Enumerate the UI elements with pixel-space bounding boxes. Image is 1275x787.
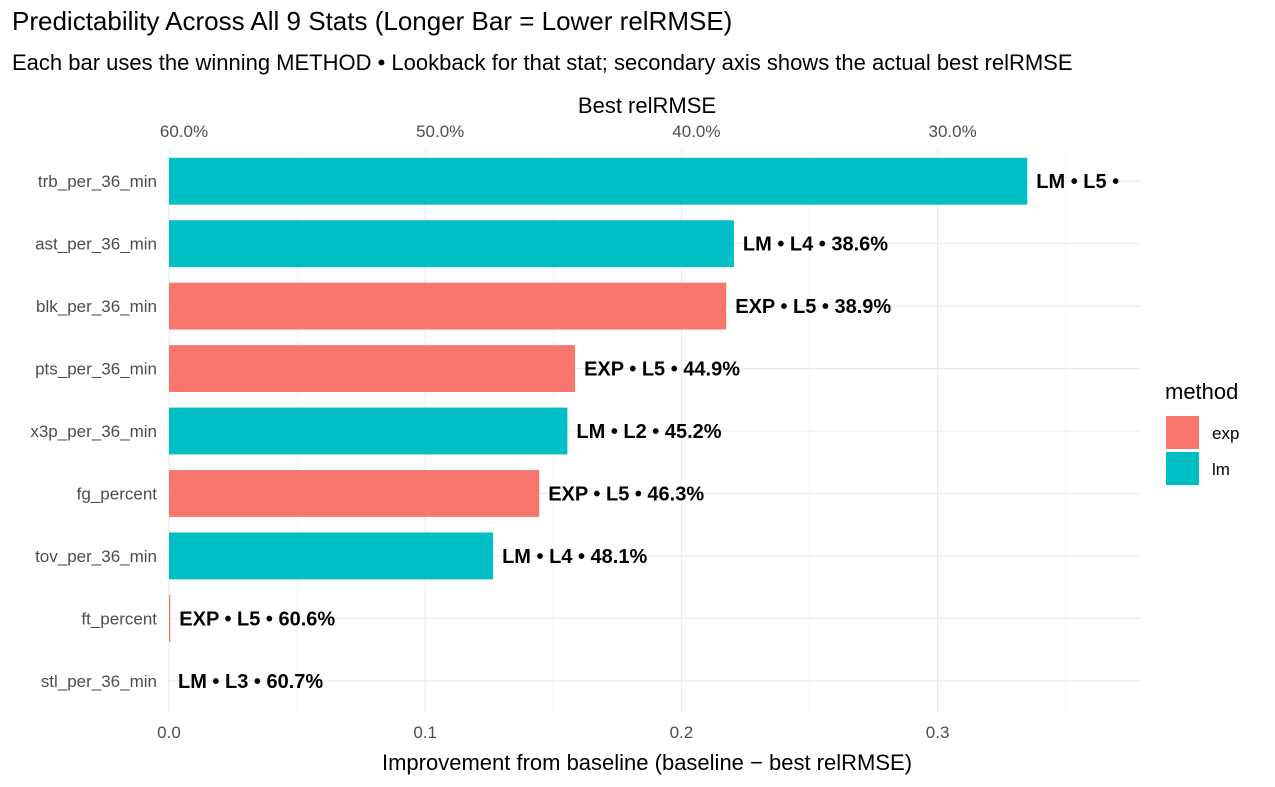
secondary-axis-title: Best relRMSE [578, 93, 716, 118]
bar-label-stl_per_36_min: LM • L3 • 60.7% [178, 671, 323, 693]
bar-blk_per_36_min [169, 282, 727, 330]
chart-title: Predictability Across All 9 Stats (Longe… [12, 6, 733, 36]
secondary-tick-label: 40.0% [672, 122, 720, 141]
bars [169, 157, 1028, 642]
bar-trb_per_36_min [169, 157, 1028, 205]
category-label-ft_percent: ft_percent [81, 609, 157, 628]
category-label-x3p_per_36_min: x3p_per_36_min [30, 422, 157, 441]
legend: method exp lm [1165, 379, 1239, 485]
secondary-tick-label: 50.0% [416, 122, 464, 141]
legend-key-lm [1166, 452, 1199, 485]
category-label-stl_per_36_min: stl_per_36_min [41, 672, 157, 691]
bar-tov_per_36_min [169, 532, 494, 580]
category-label-blk_per_36_min: blk_per_36_min [36, 297, 157, 316]
legend-label-exp: exp [1212, 424, 1239, 443]
bar-label-ft_percent: EXP • L5 • 60.6% [179, 608, 335, 630]
x-tick-label: 0.0 [157, 723, 181, 742]
category-label-ast_per_36_min: ast_per_36_min [35, 235, 157, 254]
bar-label-ast_per_36_min: LM • L4 • 38.6% [743, 234, 888, 256]
bar-label-fg_percent: EXP • L5 • 46.3% [548, 483, 704, 505]
category-label-trb_per_36_min: trb_per_36_min [38, 172, 157, 191]
category-axis: trb_per_36_min ast_per_36_min blk_per_36_m… [30, 172, 157, 691]
bar-label-blk_per_36_min: EXP • L5 • 38.9% [735, 296, 891, 318]
legend-title: method [1165, 379, 1238, 404]
category-label-tov_per_36_min: tov_per_36_min [35, 547, 157, 566]
legend-label-lm: lm [1212, 460, 1230, 479]
bar-label-x3p_per_36_min: LM • L2 • 45.2% [576, 421, 721, 443]
bar-label-pts_per_36_min: EXP • L5 • 44.9% [584, 359, 740, 381]
x-tick-label: 0.3 [926, 723, 950, 742]
chart-subtitle: Each bar uses the winning METHOD • Lookb… [12, 50, 1073, 75]
secondary-axis-ticks: 60.0% 50.0% 40.0% 30.0% [160, 122, 977, 141]
bar-label-trb_per_36_min: LM • L5 • [1036, 171, 1119, 193]
category-label-fg_percent: fg_percent [77, 484, 158, 503]
bar-value-labels: LM • L5 • LM • L4 • 38.6% EXP • L5 • 38.9%… [178, 171, 1119, 693]
x-tick-label: 0.2 [670, 723, 694, 742]
secondary-tick-label: 30.0% [928, 122, 976, 141]
secondary-tick-label: 60.0% [160, 122, 208, 141]
bar-pts_per_36_min [169, 345, 576, 392]
x-axis-ticks: 0.0 0.1 0.2 0.3 [157, 723, 949, 742]
bar-label-tov_per_36_min: LM • L4 • 48.1% [502, 546, 647, 568]
bar-ft_percent [169, 594, 171, 642]
x-tick-label: 0.1 [413, 723, 437, 742]
bar-ast_per_36_min [169, 220, 734, 268]
x-axis-title: Improvement from baseline (baseline − be… [382, 750, 912, 775]
category-label-pts_per_36_min: pts_per_36_min [35, 360, 157, 379]
bar-fg_percent [169, 470, 540, 517]
legend-key-exp [1166, 416, 1199, 449]
bar-x3p_per_36_min [169, 407, 568, 455]
